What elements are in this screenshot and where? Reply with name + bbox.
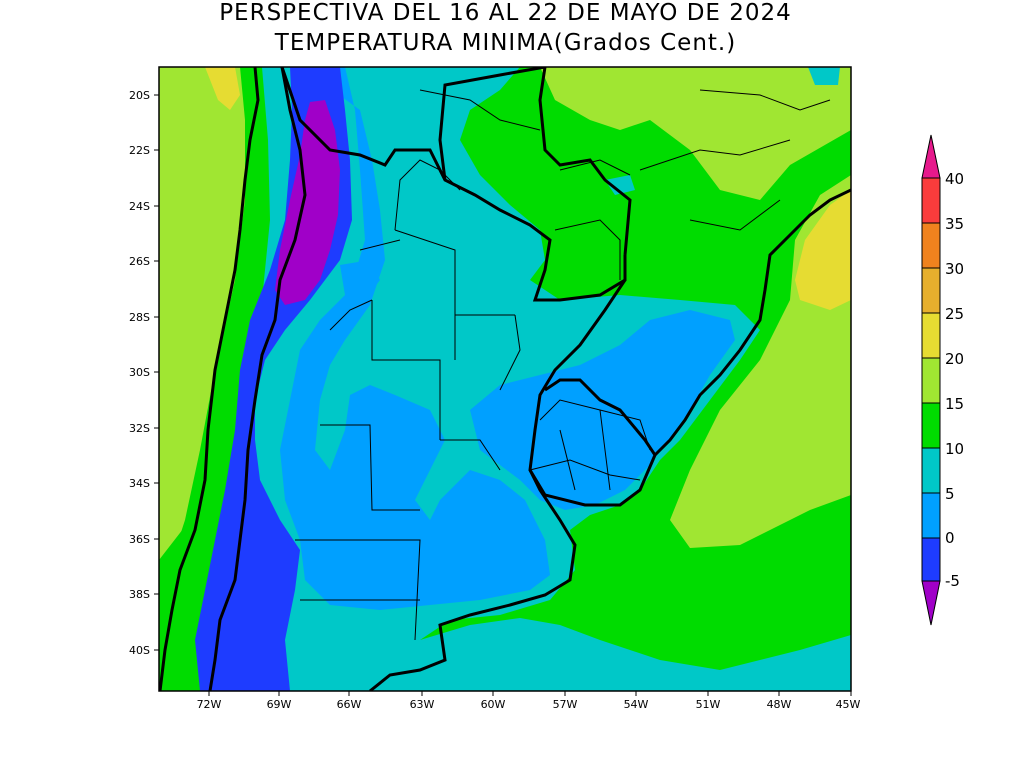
lon-label: 54W <box>624 698 649 711</box>
field-5-10-patch <box>605 175 635 195</box>
map-subtitle: TEMPERATURA MINIMA(Grados Cent.) <box>274 30 737 56</box>
colorbar-top-triangle <box>921 134 941 179</box>
lon-label: 60W <box>481 698 506 711</box>
colorbar-swatch <box>921 537 941 582</box>
lon-label: 57W <box>553 698 578 711</box>
colorbar-label: 0 <box>945 529 955 547</box>
lat-label: 36S <box>129 533 150 546</box>
colorbar-swatch <box>921 312 941 359</box>
field-0-5-east <box>470 310 735 510</box>
colorbar <box>921 134 941 626</box>
lon-label: 72W <box>197 698 222 711</box>
colorbar-swatch <box>921 222 941 269</box>
lon-ticks <box>208 691 852 696</box>
colorbar-label: 35 <box>945 215 964 233</box>
lon-label: 66W <box>337 698 362 711</box>
colorbar-label: 30 <box>945 260 964 278</box>
field-20-25-nw <box>205 67 240 110</box>
colorbar-swatch <box>921 492 941 539</box>
lat-label: 24S <box>129 200 150 213</box>
field-10-15-coast <box>159 67 272 691</box>
field-0-5-andes <box>280 67 550 610</box>
colorbar-label: -5 <box>945 572 960 590</box>
lon-label: 69W <box>267 698 292 711</box>
colorbar-label: 5 <box>945 485 955 503</box>
colorbar-label: 15 <box>945 395 964 413</box>
lon-labels: 72W 69W 66W 63W 60W 57W 54W 51W 48W 45W <box>197 698 861 711</box>
lat-label: 28S <box>129 311 150 324</box>
field-15-20-pocket <box>159 265 188 440</box>
boundaries <box>159 67 851 691</box>
field-5-10-ne <box>808 67 840 85</box>
colorbar-swatch <box>921 402 941 449</box>
colorbar-label: 10 <box>945 440 964 458</box>
colorbar-label: 20 <box>945 350 964 368</box>
national-borders <box>159 67 851 691</box>
colorbar-bottom-triangle <box>921 580 941 626</box>
colorbar-label: 25 <box>945 305 964 323</box>
lon-label: 51W <box>696 698 721 711</box>
colorbar-swatch <box>921 357 941 404</box>
lat-label: 40S <box>129 644 150 657</box>
lat-label: 32S <box>129 422 150 435</box>
colorbar-swatch <box>921 177 941 224</box>
plot-frame <box>158 66 852 692</box>
lat-label: 22S <box>129 144 150 157</box>
colorbar-swatch <box>921 447 941 494</box>
lat-label: 30S <box>129 366 150 379</box>
field-20-25-east <box>795 190 851 310</box>
lat-label: 38S <box>129 588 150 601</box>
lat-label: 34S <box>129 477 150 490</box>
lat-label: 26S <box>129 255 150 268</box>
lon-label: 45W <box>836 698 861 711</box>
map-title: PERSPECTIVA DEL 16 AL 22 DE MAYO DE 2024 <box>219 0 792 26</box>
lat-ticks <box>154 94 159 651</box>
lat-labels: 20S 22S 24S 26S 28S 30S 32S 34S 36S 38S … <box>129 89 150 657</box>
lat-label: 20S <box>129 89 150 102</box>
colorbar-labels: 40 35 30 25 20 15 10 5 0 -5 <box>945 170 964 590</box>
field-5-10-south <box>420 618 851 691</box>
lon-label: 63W <box>410 698 435 711</box>
field-15-20-west <box>159 67 262 560</box>
colorbar-label: 40 <box>945 170 964 188</box>
field-0-5-patch <box>340 260 380 300</box>
lon-label: 48W <box>767 698 792 711</box>
colorbar-swatch <box>921 267 941 314</box>
